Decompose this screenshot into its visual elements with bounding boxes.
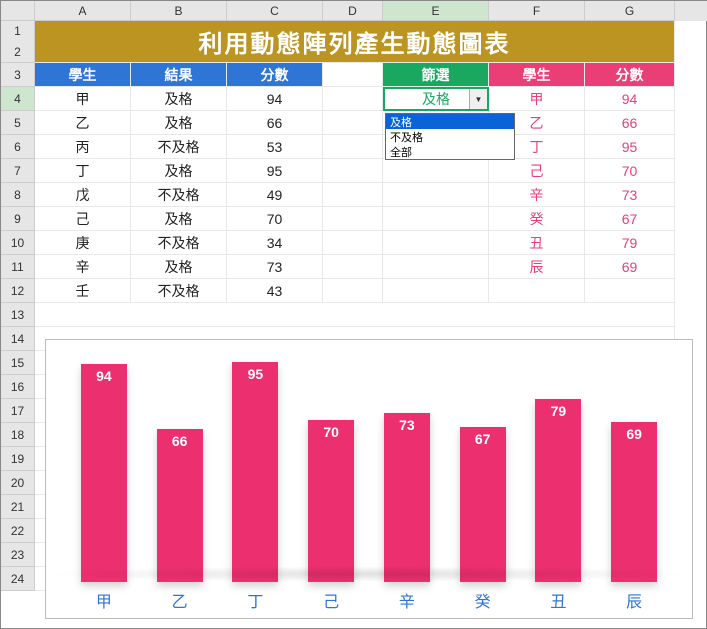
table-cell[interactable]: 及格 [131,87,227,111]
chart-bar-value: 94 [81,368,127,384]
dropdown-option[interactable]: 全部 [386,144,514,159]
chart-bar[interactable]: 79 [535,399,581,582]
chart-x-label: 辛 [369,588,445,612]
table-cell[interactable]: 及格 [131,111,227,135]
col-head-G[interactable]: G [585,1,675,21]
row-head-4[interactable]: 4 [1,87,35,111]
chart-bar[interactable]: 70 [308,420,354,582]
chart-bar[interactable]: 73 [384,413,430,582]
hdr-score-left: 分數 [227,63,323,87]
filter-dropdown[interactable]: 及格 ▼ 及格 不及格 全部 [383,87,489,111]
chart-bar-slot: 67 [445,350,521,582]
bar-chart[interactable]: 94 66 95 70 73 67 79 69 甲乙丁己辛癸丑辰 [45,339,693,619]
chart-bar-value: 69 [611,426,657,442]
column-headers: A B C D E F G [1,1,707,21]
hdr-result-left: 結果 [131,63,227,87]
chart-bar[interactable]: 67 [460,427,506,582]
row-head-5[interactable]: 5 [1,111,35,135]
table-cell[interactable]: 66 [227,111,323,135]
row-head-9[interactable]: 9 [1,207,35,231]
col-head-F[interactable]: F [489,1,585,21]
chart-x-label: 甲 [66,588,142,612]
select-all-corner[interactable] [1,1,35,21]
chart-x-label: 丁 [218,588,294,612]
chart-bar[interactable]: 94 [81,364,127,582]
table-cell[interactable]: 94 [585,87,675,111]
chart-bar-value: 70 [308,424,354,440]
chart-bar-value: 66 [157,433,203,449]
chart-bar-slot: 66 [142,350,218,582]
chart-bar-value: 67 [460,431,506,447]
chart-x-label: 辰 [596,588,672,612]
hdr-score-right: 分數 [585,63,675,87]
row-head-7[interactable]: 7 [1,159,35,183]
row-head-11[interactable]: 11 [1,255,35,279]
chart-bar[interactable]: 95 [232,362,278,582]
row-head-12[interactable]: 12 [1,279,35,303]
table-cell[interactable]: 乙 [35,111,131,135]
col-head-C[interactable]: C [227,1,323,21]
chart-bar[interactable]: 69 [611,422,657,582]
col-head-B[interactable]: B [131,1,227,21]
hdr-filter: 篩選 [383,63,489,87]
table-cell[interactable]: 甲 [489,87,585,111]
chart-bar-slot: 69 [596,350,672,582]
cell-D3[interactable] [323,63,383,87]
col-head-A[interactable]: A [35,1,131,21]
chart-bar-value: 73 [384,417,430,433]
filter-selected: 及格 [422,89,450,109]
chart-x-label: 癸 [445,588,521,612]
row-head-10[interactable]: 10 [1,231,35,255]
col-head-E[interactable]: E [383,1,489,21]
dropdown-arrow-icon[interactable]: ▼ [469,89,487,109]
row-head-6[interactable]: 6 [1,135,35,159]
chart-bar-value: 79 [535,403,581,419]
chart-bar[interactable]: 66 [157,429,203,582]
row-head-8[interactable]: 8 [1,183,35,207]
hdr-student-left: 學生 [35,63,131,87]
table-cell[interactable]: 甲 [35,87,131,111]
table-cell[interactable]: 66 [585,111,675,135]
dropdown-option[interactable]: 及格 [386,114,514,129]
chart-bar-slot: 95 [218,350,294,582]
row-head-3[interactable]: 3 [1,63,35,87]
table-cell[interactable]: 94 [227,87,323,111]
chart-bar-slot: 94 [66,350,142,582]
title-banner: 利用動態陣列產生動態圖表 [35,21,675,63]
chart-bar-slot: 73 [369,350,445,582]
chart-bar-slot: 79 [521,350,597,582]
chart-bar-value: 95 [232,366,278,382]
chart-x-label: 乙 [142,588,218,612]
dropdown-list: 及格 不及格 全部 [385,113,515,160]
chart-bar-slot: 70 [293,350,369,582]
cell-D4[interactable] [323,87,383,111]
row-head-1-2[interactable]: 12 [1,21,35,63]
hdr-student-right: 學生 [489,63,585,87]
chart-x-label: 己 [293,588,369,612]
chart-x-label: 丑 [521,588,597,612]
dropdown-option[interactable]: 不及格 [386,129,514,144]
col-head-D[interactable]: D [323,1,383,21]
